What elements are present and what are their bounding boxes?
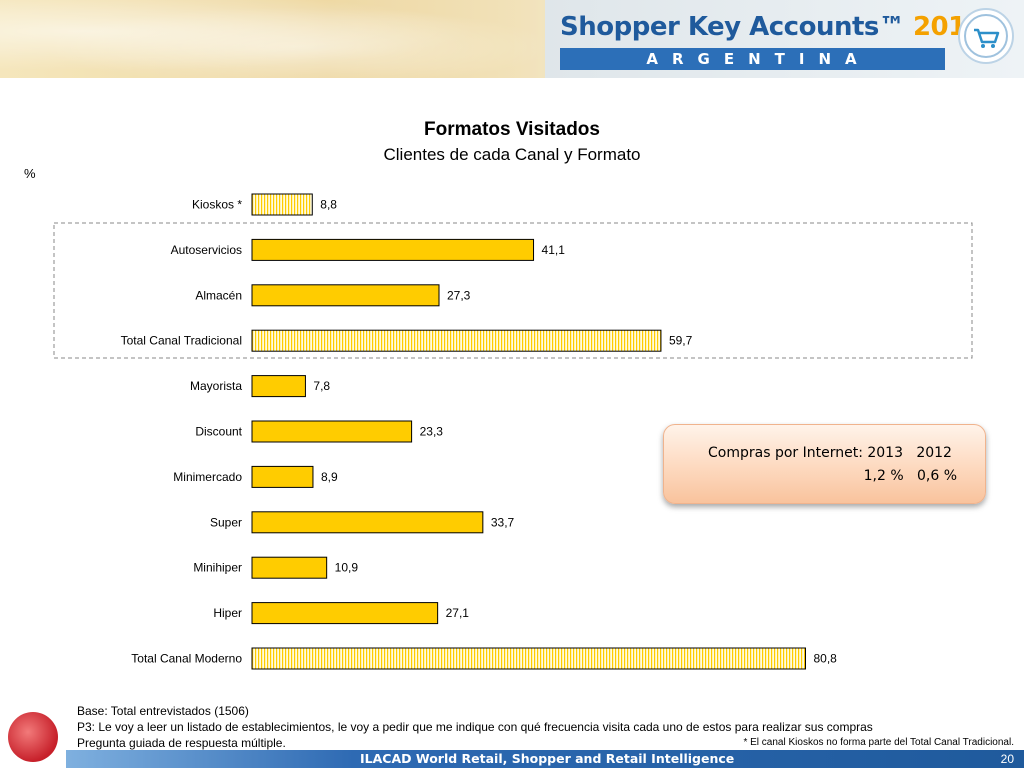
bar — [251, 602, 439, 625]
traditional-channel-group-box — [53, 222, 973, 359]
value-label: 33,7 — [491, 515, 515, 529]
chart-title: Formatos Visitados — [424, 119, 600, 140]
value-label: 7,8 — [313, 379, 330, 393]
header-banner: Shopper Key Accounts™ 2013 ARGENTINA — [0, 0, 1024, 78]
category-label: Minimercado — [173, 470, 242, 484]
bar — [251, 375, 306, 398]
seal-logo-icon — [8, 712, 58, 762]
footer-text: ILACAD World Retail, Shopper and Retail … — [360, 751, 735, 766]
brand-name: Shopper Key Accounts™ — [560, 12, 905, 42]
bar — [251, 647, 806, 670]
chart-subtitle: Clientes de cada Canal y Formato — [383, 145, 641, 164]
base-note: Base: Total entrevistados (1506) — [77, 704, 249, 718]
bar — [251, 193, 313, 216]
category-label: Autoservicios — [171, 243, 242, 257]
category-label: Kioskos * — [192, 198, 242, 212]
category-label: Hiper — [213, 606, 242, 620]
value-label: 27,1 — [446, 606, 470, 620]
callout-line-1: Compras por Internet: 2013 2012 — [708, 445, 952, 461]
footer-notes: Base: Total entrevistados (1506) P3: Le … — [77, 703, 873, 751]
internet-purchases-callout: Compras por Internet: 2013 2012 1,2 % 0,… — [663, 424, 986, 504]
question-note: P3: Le voy a leer un listado de establec… — [77, 720, 873, 734]
bar — [251, 329, 662, 352]
value-label: 41,1 — [542, 243, 566, 257]
value-label: 8,8 — [320, 198, 337, 212]
country-bar: ARGENTINA — [560, 48, 945, 70]
guided-note: Pregunta guiada de respuesta múltiple. — [77, 736, 286, 750]
page-number: 20 — [1000, 752, 1014, 766]
value-label: 8,9 — [321, 470, 338, 484]
footer-bar — [66, 750, 1024, 768]
category-label: Almacén — [195, 288, 242, 302]
unit-label: % — [24, 166, 36, 181]
category-label: Discount — [195, 425, 242, 439]
value-label: 23,3 — [420, 425, 444, 439]
value-label: 80,8 — [813, 652, 837, 666]
category-label: Super — [210, 515, 242, 529]
callout-line-2: 1,2 % 0,6 % — [863, 468, 957, 484]
header-photo-strip — [0, 0, 545, 78]
bar — [251, 238, 535, 261]
value-label: 59,7 — [669, 334, 693, 348]
bar — [251, 420, 413, 443]
category-label: Minihiper — [193, 561, 242, 575]
category-label: Total Canal Moderno — [131, 652, 242, 666]
bar — [251, 284, 440, 307]
kioskos-footnote: * El canal Kioskos no forma parte del To… — [743, 737, 1014, 748]
shopping-cart-logo-icon — [958, 8, 1014, 64]
value-label: 27,3 — [447, 288, 471, 302]
bar — [251, 556, 328, 579]
bar — [251, 465, 314, 488]
value-label: 10,9 — [335, 561, 359, 575]
bar-chart: Kioskos * 8,8 Autoservicios 41,1 Almacén 27,3… — [53, 193, 973, 670]
bar — [251, 511, 484, 534]
category-label: Mayorista — [190, 379, 242, 393]
category-label: Total Canal Tradicional — [121, 334, 242, 348]
